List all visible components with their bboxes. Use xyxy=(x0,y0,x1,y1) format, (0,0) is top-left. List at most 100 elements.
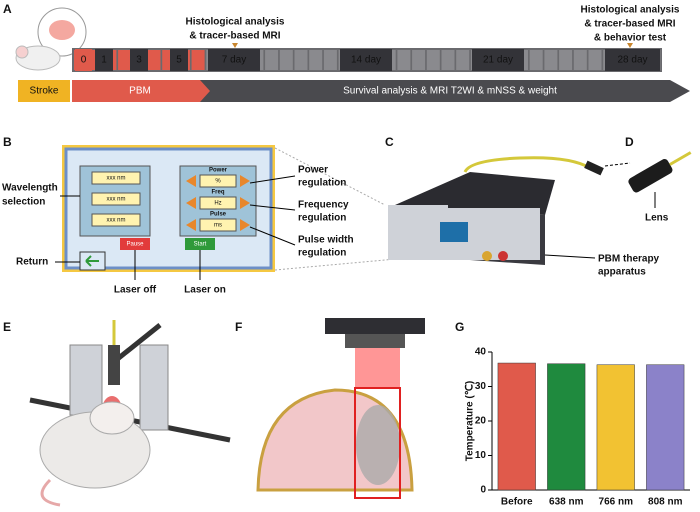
day-cell xyxy=(279,50,293,70)
day-cell xyxy=(456,50,470,70)
day-marker xyxy=(340,49,392,71)
day-marker xyxy=(605,49,660,71)
annotation: & behavior test xyxy=(594,33,667,44)
day-label: 14 day xyxy=(351,55,381,66)
leader xyxy=(249,204,296,211)
timeline: 0 1 3 5 7 day 14 day 21 day 28 day xyxy=(72,48,662,72)
start-button[interactable] xyxy=(185,238,215,250)
phase-bar xyxy=(18,80,70,102)
leader xyxy=(544,254,596,259)
bar-chart: 0 10 20 30 40 Temperature (℃) Before 638 nm 766 … xyxy=(465,347,690,508)
button-label: Pause xyxy=(126,242,144,248)
decrease-arrow[interactable] xyxy=(186,197,196,209)
day-cell xyxy=(426,50,440,70)
day-marker xyxy=(208,49,260,71)
annotation: & tracer-based MRI xyxy=(189,31,280,42)
x-tick-label: 766 nm xyxy=(599,497,634,508)
x-tick-label: 638 nm xyxy=(549,497,584,508)
arrow xyxy=(232,43,238,48)
y-tick-label: 0 xyxy=(480,485,486,496)
decrease-arrow[interactable] xyxy=(186,175,196,187)
stereotaxic-illustration xyxy=(29,320,231,507)
apparatus xyxy=(388,156,604,265)
annotation: & tracer-based MRI xyxy=(584,19,675,30)
decrease-arrow[interactable] xyxy=(186,219,196,231)
day-marker xyxy=(95,49,113,71)
pause-button[interactable] xyxy=(120,238,150,250)
day-cell xyxy=(309,50,323,70)
day-cell xyxy=(118,50,132,70)
day-cell xyxy=(191,50,205,70)
phase-bar xyxy=(72,80,210,102)
day-label: 7 day xyxy=(222,55,246,66)
day-cell xyxy=(441,50,455,70)
controls: xxx nm xxx nm xxx nm Power% Freq Hz Pulse ms xyxy=(91,168,250,232)
wavelength-field[interactable] xyxy=(91,213,141,227)
bar xyxy=(497,362,536,491)
increase-arrow[interactable] xyxy=(240,197,250,209)
label: Lens xyxy=(645,213,669,224)
increase-arrow[interactable] xyxy=(240,175,250,187)
mouse-icon xyxy=(15,7,87,71)
phase-label: Survival analysis & MRI T2WI & mNSS & we… xyxy=(343,86,557,97)
day-label: 5 xyxy=(176,55,182,66)
leader xyxy=(249,175,296,184)
field-text: xxx nm xyxy=(106,218,125,224)
day-label: 0 xyxy=(81,55,87,66)
increase-arrow[interactable] xyxy=(240,219,250,231)
label: PBM therapy xyxy=(598,254,660,265)
panel-letter: F xyxy=(235,320,242,334)
day-cell xyxy=(323,50,337,70)
panel-letter: E xyxy=(3,320,11,334)
phase-label: PBM xyxy=(129,86,151,97)
setting-name: Power xyxy=(209,168,228,174)
label: Power xyxy=(298,165,328,176)
setting-unit: ms xyxy=(214,223,222,229)
label: Return xyxy=(16,257,48,268)
day-marker xyxy=(472,49,524,71)
setting-name: Pulse xyxy=(210,212,227,218)
setting-unit: Hz xyxy=(214,201,221,207)
label: Frequency xyxy=(298,200,349,211)
day-marker xyxy=(170,49,188,71)
panel-letter: B xyxy=(3,135,12,149)
setting-field xyxy=(199,218,237,232)
setting-unit: % xyxy=(215,179,221,185)
day-cell xyxy=(412,50,426,70)
y-tick-label: 10 xyxy=(475,450,487,461)
label: regulation xyxy=(298,213,346,224)
y-axis-label: Temperature (℃) xyxy=(465,381,476,462)
label: regulation xyxy=(298,248,346,259)
day-cell xyxy=(294,50,308,70)
setting-name: Freq xyxy=(211,190,224,196)
wavelength-field[interactable] xyxy=(91,192,141,206)
label: Laser on xyxy=(184,285,226,296)
label: regulation xyxy=(298,178,346,189)
field-text: xxx nm xyxy=(106,176,125,182)
x-tick-label: 808 nm xyxy=(648,497,683,508)
y-tick-label: 20 xyxy=(475,416,487,427)
bar xyxy=(646,364,685,491)
bar xyxy=(547,363,586,491)
lens xyxy=(628,151,692,193)
setting-field xyxy=(199,174,237,188)
label: apparatus xyxy=(598,267,646,278)
label: Wavelength xyxy=(2,183,58,194)
day-cell xyxy=(544,50,558,70)
annotation: Histological analysis xyxy=(186,17,285,28)
button-label: Start xyxy=(194,242,207,248)
setting-field xyxy=(199,196,237,210)
arrow xyxy=(627,43,633,48)
panel-letter: A xyxy=(3,2,12,16)
day-cell xyxy=(529,50,543,70)
phase-label: Stroke xyxy=(30,86,59,97)
panel-letter: G xyxy=(455,320,464,334)
field-text: xxx nm xyxy=(106,197,125,203)
day-cell xyxy=(559,50,573,70)
y-tick-label: 30 xyxy=(475,381,487,392)
x-tick-label: Before xyxy=(501,497,533,508)
wavelength-field[interactable] xyxy=(91,171,141,185)
day-label: 21 day xyxy=(483,55,513,66)
